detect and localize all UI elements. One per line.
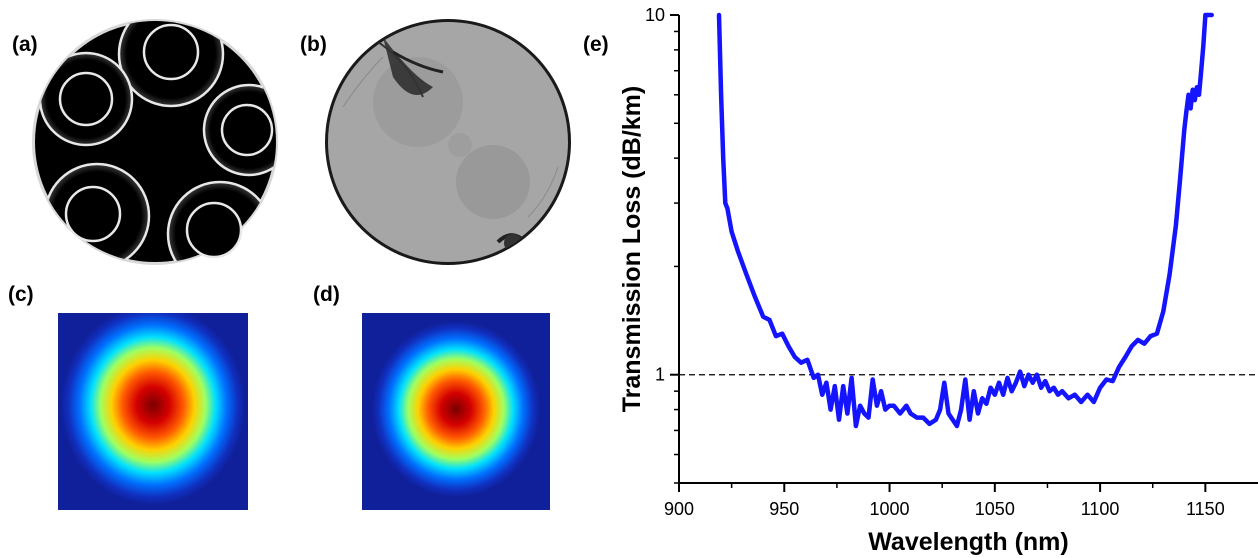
loss-series-line xyxy=(716,12,1214,429)
panel-label-b: (b) xyxy=(300,33,327,56)
x-tick-label: 1100 xyxy=(1081,499,1120,519)
y-tick-labels: 1 10 xyxy=(645,5,665,385)
panel-label-e: (e) xyxy=(583,33,609,56)
x-axis-label: Wavelength (nm) xyxy=(868,528,1068,556)
y-axis-label: Transmission Loss (dB/km) xyxy=(618,86,646,412)
panel-label-c: (c) xyxy=(8,283,34,306)
transmission-loss-chart: 900 950 1000 1050 1100 1150 1 10 Wavelength (n… xyxy=(618,5,1258,556)
mode-profile-simulated-image xyxy=(362,313,550,510)
x-tick-label: 900 xyxy=(664,499,694,519)
mode-profile-measured-image xyxy=(58,313,248,510)
x-tick-labels: 900 950 1000 1050 1100 1150 xyxy=(664,499,1225,519)
panel-label-d: (d) xyxy=(313,283,340,306)
x-tick-label: 950 xyxy=(769,499,799,519)
fiber-cross-section-image xyxy=(32,19,278,265)
x-tick-label: 1050 xyxy=(975,499,1015,519)
y-tick-label: 10 xyxy=(645,5,665,25)
chart-axes xyxy=(670,14,1258,492)
x-tick-label: 1150 xyxy=(1186,499,1225,519)
x-tick-label: 1000 xyxy=(870,499,910,519)
y-tick-label: 1 xyxy=(655,365,665,385)
panel-label-a: (a) xyxy=(12,33,38,56)
fiber-end-face-image xyxy=(325,19,571,265)
